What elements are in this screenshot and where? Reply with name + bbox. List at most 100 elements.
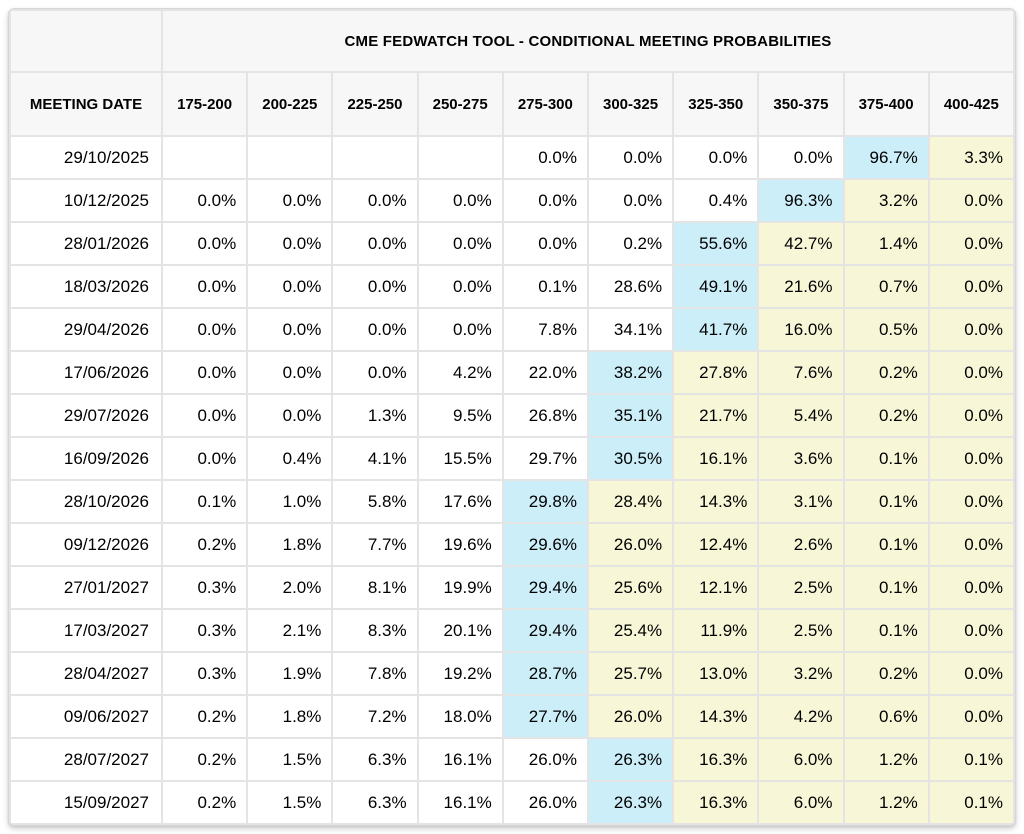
probability-cell: 15.5%: [416, 436, 504, 481]
rate-bucket-header: 175-200: [160, 71, 249, 137]
probability-cell: [246, 135, 334, 180]
probability-cell: 1.3%: [331, 393, 419, 438]
probability-cell: 1.9%: [246, 651, 334, 696]
table-row: 28/04/2027 0.3% 1.9% 7.8% 19.2% 28.7% 25.7% 13.…: [9, 651, 1015, 696]
probability-cell: 0.0%: [160, 307, 249, 352]
probability-cell: 0.1%: [842, 608, 930, 653]
probability-cell: 19.2%: [416, 651, 504, 696]
probability-cell: 0.0%: [416, 264, 504, 309]
meeting-date-cell: 29/07/2026: [9, 393, 163, 438]
table-row: 18/03/2026 0.0% 0.0% 0.0% 0.0% 0.1% 28.6% 49.1%…: [9, 264, 1015, 309]
meeting-date-cell: 17/06/2026: [9, 350, 163, 395]
probability-cell: 1.5%: [246, 780, 334, 825]
probability-cell: 0.3%: [160, 651, 249, 696]
probability-cell: 0.0%: [927, 608, 1015, 653]
probability-cell: 0.4%: [246, 436, 334, 481]
probability-cell: 0.0%: [927, 436, 1015, 481]
probability-cell: 26.0%: [586, 694, 675, 739]
probability-cell: 2.6%: [757, 522, 845, 567]
probability-cell: 0.1%: [842, 479, 930, 524]
table-body: 29/10/2025 0.0% 0.0% 0.0% 0.0% 96.7% 3.3% 10/12…: [9, 135, 1015, 825]
probability-cell: 14.3%: [672, 479, 760, 524]
probability-cell: 34.1%: [586, 307, 675, 352]
probability-cell: 0.0%: [927, 393, 1015, 438]
probability-cell: 21.7%: [672, 393, 760, 438]
probability-cell: 29.7%: [501, 436, 589, 481]
meeting-date-cell: 09/06/2027: [9, 694, 163, 739]
meeting-date-cell: 16/09/2026: [9, 436, 163, 481]
probability-cell: 0.0%: [331, 264, 419, 309]
probability-cell: 6.3%: [331, 780, 419, 825]
probability-cell: 96.3%: [757, 178, 845, 223]
probability-cell: 0.0%: [927, 350, 1015, 395]
probability-cell: 13.0%: [672, 651, 760, 696]
probability-cell: 0.2%: [842, 350, 930, 395]
meeting-date-cell: 27/01/2027: [9, 565, 163, 610]
probability-cell: 42.7%: [757, 221, 845, 266]
probability-cell: 0.4%: [672, 178, 760, 223]
probability-cell: 9.5%: [416, 393, 504, 438]
probability-cell: 26.0%: [501, 737, 589, 782]
table-row: 15/09/2027 0.2% 1.5% 6.3% 16.1% 26.0% 26.3% 16.…: [9, 780, 1015, 825]
probability-cell: 0.0%: [501, 135, 589, 180]
probability-cell: 0.0%: [160, 221, 249, 266]
probability-cell: 0.0%: [927, 694, 1015, 739]
probability-cell: 0.0%: [331, 350, 419, 395]
probability-cell: 0.6%: [842, 694, 930, 739]
table-row: 29/07/2026 0.0% 0.0% 1.3% 9.5% 26.8% 35.1% 21.7…: [9, 393, 1015, 438]
table-row: 16/09/2026 0.0% 0.4% 4.1% 15.5% 29.7% 30.5% 16.…: [9, 436, 1015, 481]
table-row: 27/01/2027 0.3% 2.0% 8.1% 19.9% 29.4% 25.6% 12.…: [9, 565, 1015, 610]
probability-cell: 0.1%: [842, 436, 930, 481]
meeting-date-cell: 10/12/2025: [9, 178, 163, 223]
meeting-date-cell: 28/10/2026: [9, 479, 163, 524]
probability-cell: 0.0%: [416, 307, 504, 352]
probability-cell: 26.0%: [501, 780, 589, 825]
probability-cell: 41.7%: [672, 307, 760, 352]
probability-cell: 0.0%: [160, 393, 249, 438]
rate-bucket-header: 400-425: [927, 71, 1015, 137]
rate-bucket-header: 275-300: [501, 71, 589, 137]
probability-cell: 25.6%: [586, 565, 675, 610]
probability-cell: 0.1%: [842, 522, 930, 567]
probability-cell: 2.0%: [246, 565, 334, 610]
probability-cell: 0.0%: [246, 393, 334, 438]
probability-cell: 16.1%: [672, 436, 760, 481]
probability-cell: 28.6%: [586, 264, 675, 309]
table-title: CME FEDWATCH TOOL - CONDITIONAL MEETING …: [161, 9, 1015, 73]
probability-cell: 8.3%: [331, 608, 419, 653]
column-header-row: MEETING DATE 175-200 200-225 225-250 250-27…: [9, 71, 1015, 137]
probability-cell: 49.1%: [672, 264, 760, 309]
rate-bucket-header: 325-350: [672, 71, 760, 137]
probability-cell: 0.0%: [927, 479, 1015, 524]
probability-cell: 16.0%: [757, 307, 845, 352]
probability-cell: 3.1%: [757, 479, 845, 524]
probability-cell: 0.2%: [842, 651, 930, 696]
probability-cell: 7.7%: [331, 522, 419, 567]
probability-cell: 0.0%: [927, 307, 1015, 352]
probability-cell: 1.8%: [246, 522, 334, 567]
probability-cell: 29.8%: [501, 479, 589, 524]
probability-cell: 16.3%: [672, 780, 760, 825]
probability-cell: 16.1%: [416, 737, 504, 782]
probability-cell: 0.0%: [331, 178, 419, 223]
probability-cell: 0.2%: [160, 522, 249, 567]
fedwatch-probabilities-card: CME FEDWATCH TOOL - CONDITIONAL MEETING …: [8, 8, 1016, 826]
probability-cell: 0.0%: [927, 178, 1015, 223]
probability-cell: 26.3%: [586, 780, 675, 825]
probability-cell: 0.1%: [927, 780, 1015, 825]
probability-cell: 0.0%: [160, 350, 249, 395]
meeting-date-cell: 28/04/2027: [9, 651, 163, 696]
rate-bucket-header: 300-325: [586, 71, 675, 137]
table-row: 17/06/2026 0.0% 0.0% 0.0% 4.2% 22.0% 38.2% 27.8…: [9, 350, 1015, 395]
probability-cell: 0.0%: [416, 178, 504, 223]
probability-cell: 6.0%: [757, 780, 845, 825]
probability-cell: 27.7%: [501, 694, 589, 739]
meeting-date-cell: 28/07/2027: [9, 737, 163, 782]
probability-cell: 0.2%: [586, 221, 675, 266]
probability-cell: 6.3%: [331, 737, 419, 782]
probability-cell: 17.6%: [416, 479, 504, 524]
probability-cell: 0.0%: [331, 221, 419, 266]
corner-cell: [9, 9, 163, 73]
probability-cell: 16.1%: [416, 780, 504, 825]
probability-cell: 4.2%: [757, 694, 845, 739]
